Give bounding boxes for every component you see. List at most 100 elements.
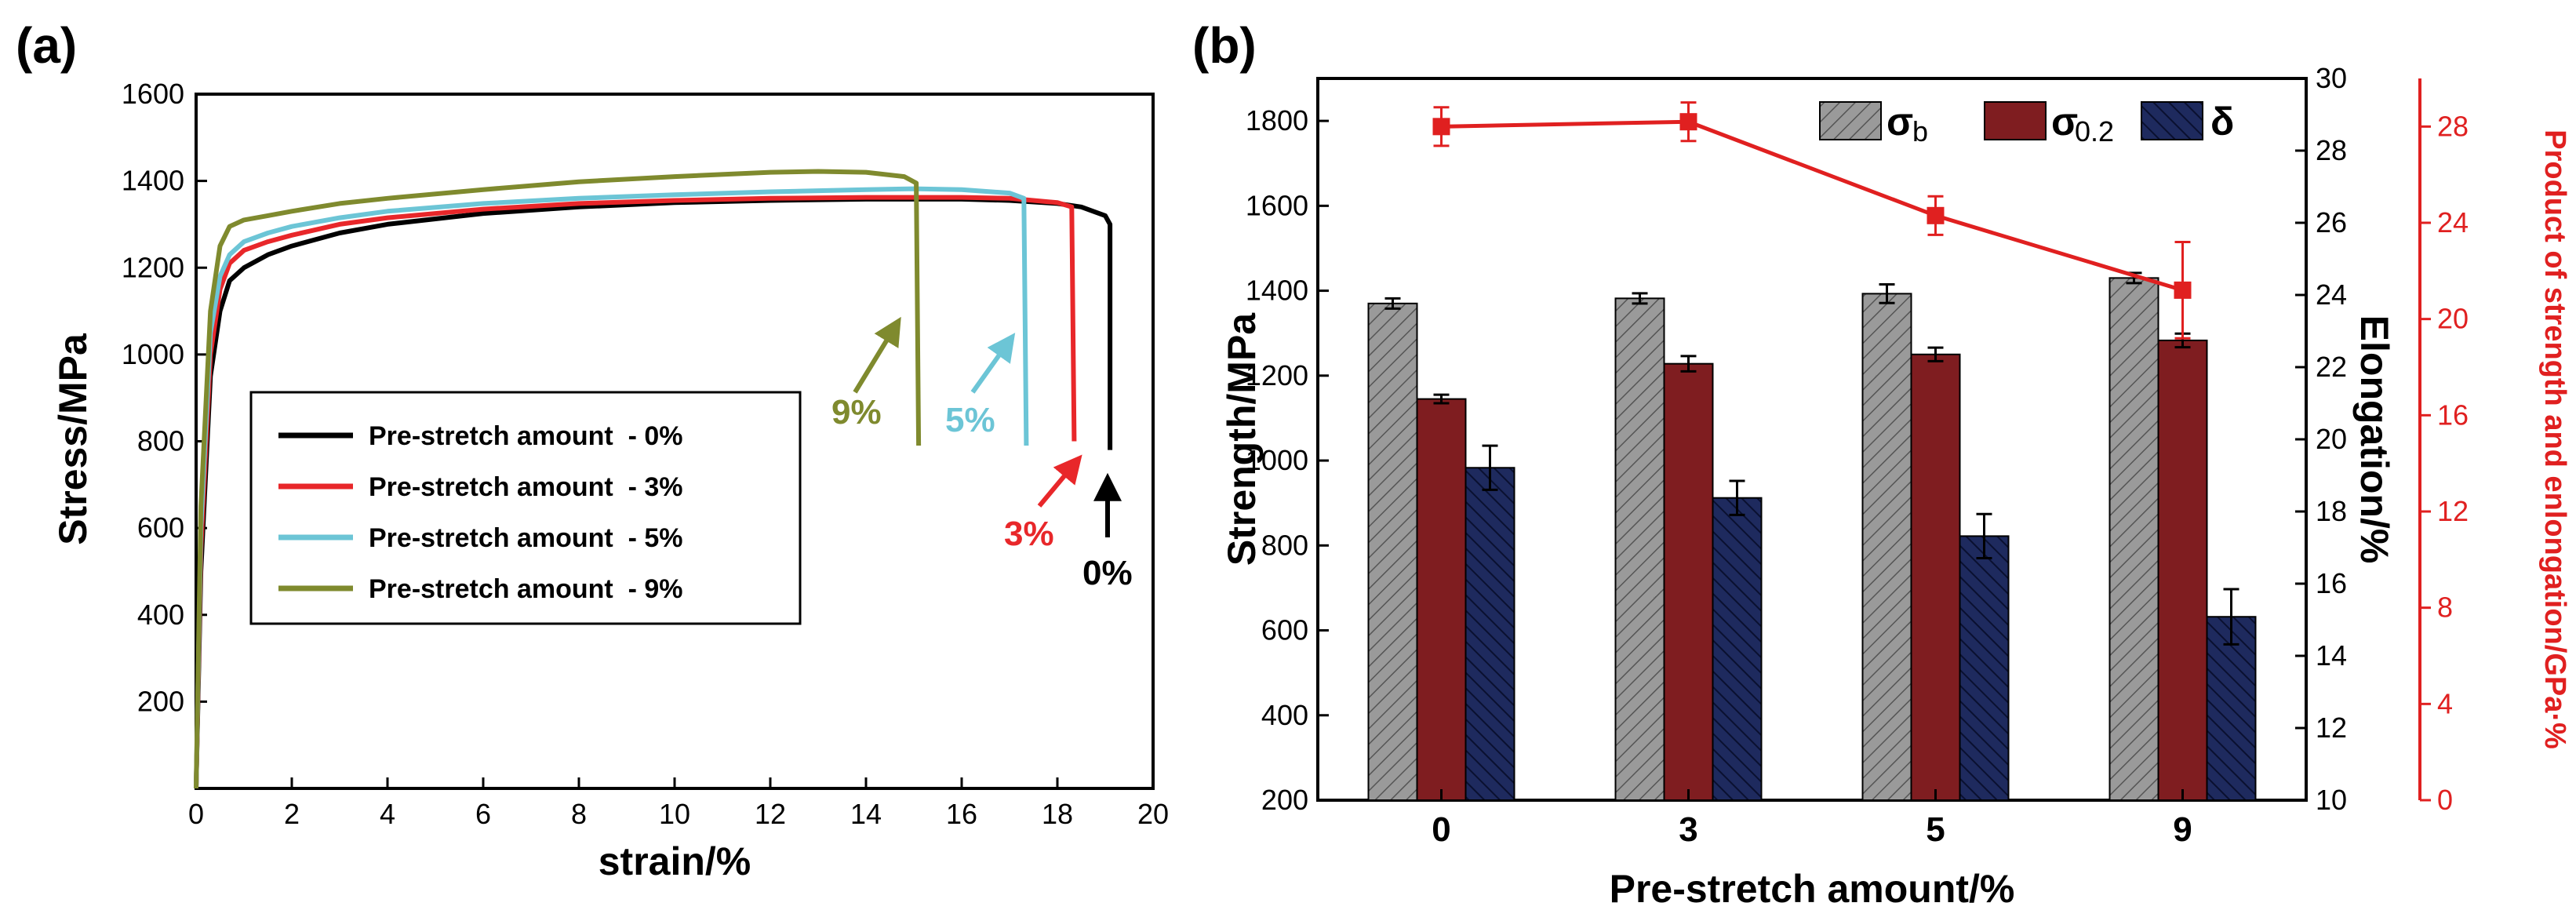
y-far-tick-label: 0 bbox=[2437, 784, 2453, 816]
y-tick-label: 1800 bbox=[1246, 104, 1308, 137]
annotation-3: 3% bbox=[1004, 515, 1054, 553]
x-tick-label: 2 bbox=[284, 798, 300, 830]
bar-2-1 bbox=[1712, 497, 1763, 802]
category-label: 3 bbox=[1679, 810, 1697, 849]
series-line-2 bbox=[194, 186, 1029, 789]
y-tick-label: 1400 bbox=[1246, 275, 1308, 307]
x-tick-label: 12 bbox=[755, 798, 786, 830]
bar-0-1 bbox=[1614, 297, 1665, 801]
y-right-tick-label: 14 bbox=[2316, 639, 2347, 672]
bar-1-3 bbox=[2157, 339, 2208, 801]
y-ticks-right-b: 10 12 14 16 18 20 22 24 26 28 30 bbox=[2295, 62, 2347, 816]
product-point-3 bbox=[2174, 281, 2192, 299]
y-right-tick-label: 28 bbox=[2316, 134, 2347, 166]
x-axis-title-b: Pre-stretch amount/% bbox=[1610, 867, 2015, 911]
legend-sub-sigma02: 0.2 bbox=[2075, 115, 2114, 147]
y-far-tick-label: 4 bbox=[2437, 687, 2453, 719]
product-series-line bbox=[1441, 119, 2184, 293]
x-tick-label: 20 bbox=[1137, 798, 1169, 830]
legend-label-3: Pre-stretch amount - 9% bbox=[369, 574, 683, 604]
y-right-tick-label: 26 bbox=[2316, 206, 2347, 238]
y-far-tick-label: 20 bbox=[2437, 303, 2469, 335]
annotation-0: 0% bbox=[1082, 554, 1133, 592]
category-label: 5 bbox=[1926, 810, 1945, 849]
legend-label-2: Pre-stretch amount - 5% bbox=[369, 523, 683, 553]
x-tick-label: 6 bbox=[475, 798, 491, 830]
arrow-5 bbox=[970, 333, 1016, 394]
y-tick-label: 600 bbox=[137, 511, 184, 544]
y-axis-title-right-b: Elongation/% bbox=[2352, 315, 2396, 564]
annotation-5: 5% bbox=[945, 401, 995, 439]
y-right-tick-label: 16 bbox=[2316, 567, 2347, 599]
y-right-tick-label: 22 bbox=[2316, 351, 2347, 383]
legend-swatch-delta bbox=[2141, 101, 2203, 140]
arrow-3 bbox=[1037, 454, 1082, 508]
y-tick-label: 1200 bbox=[1246, 359, 1308, 391]
bar-1-2 bbox=[1910, 353, 1961, 801]
y-far-tick-label: 8 bbox=[2437, 592, 2453, 624]
y-tick-label: 200 bbox=[137, 685, 184, 717]
legend-a: Pre-stretch amount - 0% Pre-stretch amou… bbox=[249, 391, 802, 625]
legend-label-delta: δ bbox=[2210, 100, 2234, 144]
y-right-tick-label: 10 bbox=[2316, 784, 2347, 816]
y-ticks-b: 200 400 600 800 1000 1200 1400 1600 1800 bbox=[1246, 104, 1329, 816]
product-line bbox=[1432, 101, 2192, 340]
y-right-tick-label: 20 bbox=[2316, 423, 2347, 455]
legend-label-sigma-b: σ bbox=[1887, 100, 1913, 144]
panel-a-label: (a) bbox=[16, 17, 77, 74]
y-tick-label: 800 bbox=[1261, 529, 1308, 561]
product-point-2 bbox=[1927, 206, 1945, 224]
y-tick-label: 400 bbox=[137, 599, 184, 631]
legend-sub-sigma-b: b bbox=[1912, 115, 1928, 147]
stress-strain-chart: 0 2 4 6 8 10 12 14 16 18 20 200 400 600 800 1000 1200 14… bbox=[51, 78, 1169, 883]
bar-0-0 bbox=[1367, 302, 1418, 801]
series-line-1 bbox=[194, 195, 1077, 789]
y-far-tick-label: 28 bbox=[2437, 110, 2469, 142]
legend-label-0: Pre-stretch amount - 0% bbox=[369, 421, 683, 451]
y-tick-label: 600 bbox=[1261, 614, 1308, 646]
y-tick-label: 200 bbox=[1261, 784, 1308, 816]
y-tick-label: 1600 bbox=[122, 78, 184, 110]
y-far-tick-label: 16 bbox=[2437, 399, 2469, 431]
product-point-0 bbox=[1432, 118, 1450, 136]
bar-2-2 bbox=[1959, 535, 2010, 801]
bar-2-0 bbox=[1464, 467, 1515, 802]
legend-swatch-sigma02 bbox=[1984, 101, 2047, 140]
y-far-tick-label: 24 bbox=[2437, 206, 2469, 238]
y-axis-title-far-right-b: Product of strength and enlongation/GPa·… bbox=[2538, 129, 2571, 749]
x-axis-title-a: strain/% bbox=[599, 839, 751, 883]
x-tick-label: 16 bbox=[946, 798, 977, 830]
y-right-tick-label: 24 bbox=[2316, 278, 2347, 311]
legend-label-1: Pre-stretch amount - 3% bbox=[369, 472, 683, 502]
legend-b: σ b σ 0.2 δ bbox=[1819, 100, 2234, 147]
y-ticks-far-right-b: 0 4 8 12 16 20 24 28 bbox=[2418, 78, 2469, 816]
y-ticks-a: 200 400 600 800 1000 1200 1400 1600 bbox=[122, 78, 207, 717]
y-tick-label: 1200 bbox=[122, 251, 184, 283]
y-tick-label: 1400 bbox=[122, 165, 184, 197]
x-tick-label: 10 bbox=[659, 798, 690, 830]
y-far-tick-label: 12 bbox=[2437, 495, 2469, 527]
y-axis-title-b: Strength/MPa bbox=[1220, 312, 1264, 566]
annotations-a: 9% 5% 3% 0% bbox=[831, 316, 1133, 592]
y-tick-label: 800 bbox=[137, 425, 184, 457]
y-tick-label: 400 bbox=[1261, 699, 1308, 731]
series-line-3 bbox=[194, 169, 922, 789]
category-label: 9 bbox=[2173, 810, 2192, 849]
x-tick-label: 18 bbox=[1042, 798, 1073, 830]
legend-label-sigma02: σ bbox=[2051, 100, 2078, 144]
panel-b-label: (b) bbox=[1192, 17, 1257, 74]
bars bbox=[1367, 271, 2257, 802]
annotation-9: 9% bbox=[831, 393, 882, 431]
arrow-9 bbox=[853, 316, 901, 394]
bar-1-1 bbox=[1663, 362, 1714, 801]
y-tick-label: 1000 bbox=[122, 338, 184, 370]
category-ticks: 0 3 5 9 bbox=[1432, 789, 2192, 849]
x-tick-label: 0 bbox=[188, 798, 204, 830]
x-ticks-a: 0 2 4 6 8 10 12 14 16 18 20 bbox=[188, 777, 1169, 830]
category-label: 0 bbox=[1432, 810, 1450, 849]
y-axis-title-a: Stress/MPa bbox=[51, 333, 95, 545]
stress-strain-curves bbox=[194, 169, 1113, 789]
x-tick-label: 8 bbox=[571, 798, 587, 830]
